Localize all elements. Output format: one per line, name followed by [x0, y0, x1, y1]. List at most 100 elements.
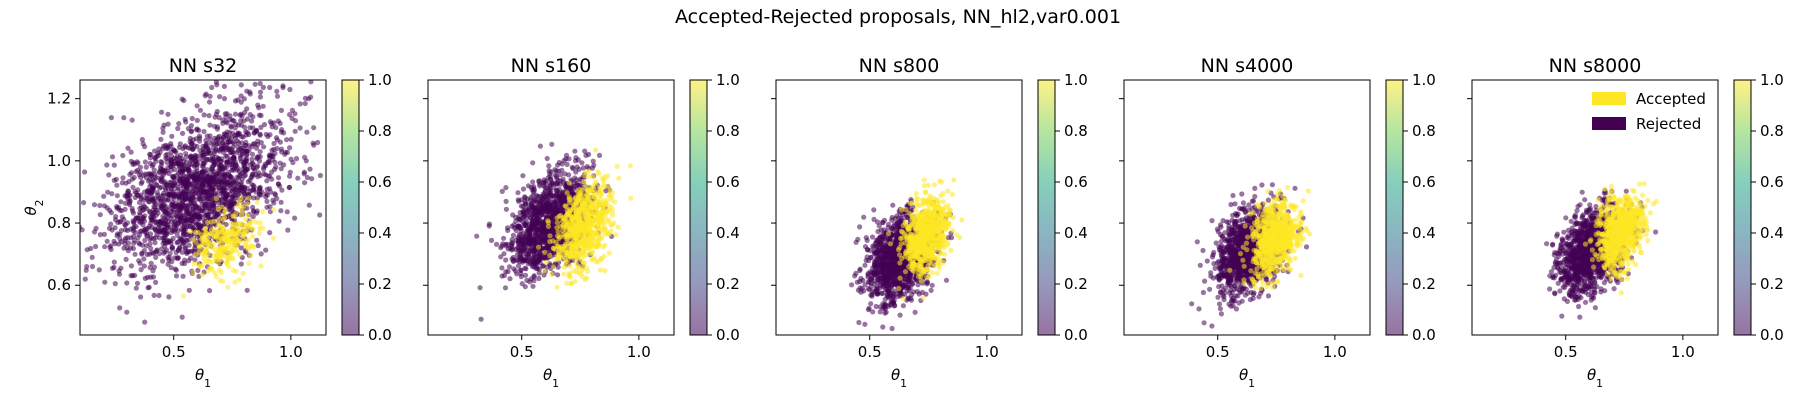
point-rejected — [293, 156, 300, 162]
point-rejected — [258, 139, 264, 146]
point-rejected — [169, 133, 175, 139]
point-accepted — [556, 235, 562, 241]
point-rejected — [524, 251, 530, 257]
point-accepted — [571, 268, 577, 274]
point-rejected — [502, 285, 509, 291]
point-rejected — [504, 225, 511, 231]
point-accepted — [235, 237, 241, 243]
point-rejected — [190, 174, 196, 180]
point-rejected — [150, 197, 156, 203]
point-accepted — [586, 174, 592, 180]
point-rejected — [562, 171, 568, 177]
point-accepted — [628, 195, 634, 201]
point-accepted — [579, 187, 585, 193]
series-rejected — [80, 62, 326, 325]
point-rejected — [197, 196, 203, 202]
point-rejected — [116, 268, 122, 274]
point-rejected — [91, 229, 98, 235]
point-rejected — [104, 205, 110, 211]
point-rejected — [180, 273, 186, 279]
point-rejected — [225, 147, 231, 153]
point-rejected — [187, 154, 193, 160]
point-rejected — [596, 152, 603, 158]
point-rejected — [194, 117, 200, 123]
point-rejected — [309, 176, 315, 182]
point-rejected — [105, 189, 111, 195]
point-rejected — [559, 161, 565, 167]
colorbar-tick-label: 0.4 — [368, 224, 392, 242]
point-rejected — [194, 165, 200, 171]
point-accepted — [569, 216, 575, 222]
point-accepted — [566, 200, 573, 206]
point-rejected — [270, 62, 275, 67]
point-rejected — [211, 208, 217, 214]
point-rejected — [184, 188, 190, 194]
point-accepted — [590, 222, 596, 228]
point-rejected — [230, 117, 236, 123]
point-rejected — [223, 119, 229, 125]
point-accepted — [584, 235, 590, 241]
point-rejected — [301, 169, 307, 175]
point-accepted — [209, 231, 215, 237]
point-rejected — [239, 122, 245, 128]
point-accepted — [575, 197, 581, 203]
point-rejected — [159, 246, 165, 252]
point-rejected — [179, 260, 185, 266]
point-rejected — [524, 247, 530, 253]
point-rejected — [151, 167, 157, 173]
point-accepted — [217, 278, 223, 284]
point-accepted — [568, 280, 574, 286]
point-rejected — [522, 198, 528, 204]
point-rejected — [554, 192, 560, 198]
point-accepted — [577, 191, 583, 197]
point-rejected — [586, 151, 592, 157]
point-accepted — [221, 253, 227, 259]
point-rejected — [129, 117, 135, 123]
point-rejected — [215, 135, 221, 141]
point-rejected — [168, 141, 174, 147]
point-accepted — [598, 256, 605, 262]
point-rejected — [518, 248, 525, 254]
point-rejected — [101, 231, 107, 237]
point-rejected — [160, 125, 166, 131]
colorbar-tick-label: 1.0 — [368, 71, 392, 89]
point-rejected — [204, 167, 210, 173]
point-rejected — [531, 236, 537, 242]
point-accepted — [235, 203, 241, 209]
point-rejected — [171, 192, 178, 198]
point-rejected — [192, 169, 198, 175]
point-accepted — [225, 256, 231, 262]
point-rejected — [239, 152, 245, 158]
colorbar-tick-label: 0.2 — [368, 275, 392, 293]
point-accepted — [197, 263, 203, 270]
point-accepted — [584, 220, 590, 226]
point-rejected — [503, 269, 509, 275]
point-rejected — [522, 265, 528, 271]
point-rejected — [518, 227, 524, 233]
point-rejected — [264, 198, 270, 204]
point-rejected — [144, 206, 150, 212]
point-rejected — [185, 210, 191, 216]
point-rejected — [271, 146, 277, 152]
point-rejected — [546, 163, 552, 169]
point-rejected — [238, 118, 244, 124]
point-accepted — [605, 217, 612, 223]
point-rejected — [271, 200, 277, 206]
point-accepted — [271, 207, 277, 213]
point-rejected — [547, 190, 553, 196]
point-rejected — [553, 188, 560, 194]
point-rejected — [108, 210, 114, 216]
point-rejected — [148, 245, 154, 252]
point-accepted — [593, 179, 599, 185]
point-rejected — [188, 215, 194, 221]
point-rejected — [249, 156, 255, 162]
point-rejected — [178, 210, 184, 216]
point-rejected — [154, 182, 160, 188]
point-rejected — [228, 139, 234, 145]
point-rejected — [230, 165, 236, 171]
point-rejected — [889, 325, 895, 332]
point-rejected — [510, 232, 516, 238]
point-accepted — [582, 200, 588, 206]
point-accepted — [591, 255, 597, 261]
colorbar-tick-label: 0.8 — [368, 122, 392, 140]
